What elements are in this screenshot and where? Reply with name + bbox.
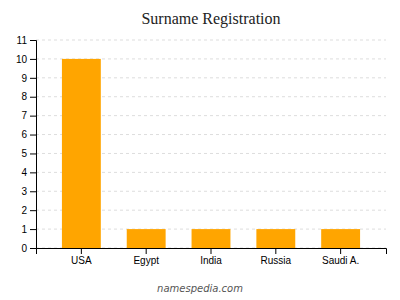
tick-label: Russia bbox=[261, 255, 292, 266]
tick: 6 bbox=[21, 129, 36, 140]
tick-label: 7 bbox=[21, 110, 27, 121]
tick-label: Egypt bbox=[133, 255, 159, 266]
tick: India bbox=[200, 248, 222, 266]
chart: 0 1 2 3 4 5 6 7 8 9 10 11 USA Egypt India Russia Saudi A… bbox=[0, 0, 400, 300]
tick-label: Saudi A. bbox=[322, 255, 359, 266]
tick-label: 6 bbox=[21, 129, 27, 140]
tick-label: 3 bbox=[21, 186, 27, 197]
tick-mark bbox=[30, 40, 36, 41]
bar bbox=[192, 229, 231, 248]
tick-mark bbox=[30, 172, 36, 173]
tick-label: 9 bbox=[21, 73, 27, 84]
grid-line bbox=[36, 40, 386, 41]
tick-label: 11 bbox=[17, 35, 28, 46]
tick: 11 bbox=[17, 35, 36, 46]
tick-label: 1 bbox=[21, 224, 27, 235]
tick-mark bbox=[30, 248, 36, 249]
bar bbox=[256, 229, 295, 248]
tick-mark bbox=[146, 248, 147, 254]
tick: 10 bbox=[16, 54, 36, 65]
tick-label: 0 bbox=[21, 243, 27, 254]
bar bbox=[62, 59, 101, 248]
axis-line bbox=[37, 249, 387, 255]
tick-label: India bbox=[200, 255, 222, 266]
bars bbox=[62, 59, 360, 248]
y-axis: 0 1 2 3 4 5 6 7 8 9 10 11 bbox=[16, 35, 37, 254]
tick-label: 4 bbox=[21, 167, 27, 178]
tick-label: 8 bbox=[21, 91, 27, 102]
tick-mark bbox=[30, 116, 36, 117]
tick-mark bbox=[81, 248, 82, 254]
tick: Russia bbox=[261, 248, 292, 266]
bar bbox=[127, 229, 166, 248]
tick: 0 bbox=[21, 243, 36, 254]
tick: 4 bbox=[21, 167, 36, 178]
tick-mark bbox=[340, 248, 341, 254]
tick: 2 bbox=[21, 205, 36, 216]
tick-mark bbox=[30, 59, 36, 60]
title: Surname Registration bbox=[141, 10, 280, 28]
tick: USA bbox=[71, 248, 92, 266]
tick-mark bbox=[30, 135, 36, 136]
x-axis: USA Egypt India Russia Saudi A. bbox=[37, 248, 387, 266]
tick-mark bbox=[30, 229, 36, 230]
grid bbox=[36, 40, 386, 248]
annotation: namespedia.com bbox=[157, 283, 243, 294]
tick-label: 2 bbox=[21, 205, 27, 216]
tick-mark bbox=[30, 153, 36, 154]
tick: 1 bbox=[21, 224, 36, 235]
tick-mark bbox=[211, 248, 212, 254]
tick-mark bbox=[275, 248, 276, 254]
tick: 8 bbox=[21, 91, 36, 102]
tick-label: 5 bbox=[21, 148, 27, 159]
tick-mark bbox=[30, 210, 36, 211]
tick: 3 bbox=[21, 186, 36, 197]
tick-label: USA bbox=[71, 255, 92, 266]
tick: Egypt bbox=[133, 248, 159, 266]
tick-mark bbox=[30, 78, 36, 79]
tick: 7 bbox=[21, 110, 36, 121]
plot: 0 1 2 3 4 5 6 7 8 9 10 11 USA Egypt India Russia Saudi A… bbox=[16, 35, 387, 266]
bar bbox=[321, 229, 360, 248]
tick: Saudi A. bbox=[322, 248, 359, 266]
axis-line bbox=[30, 41, 37, 249]
tick: 9 bbox=[21, 73, 36, 84]
tick-mark bbox=[30, 97, 36, 98]
tick-label: 10 bbox=[16, 54, 28, 65]
tick: 5 bbox=[21, 148, 36, 159]
tick-mark bbox=[30, 191, 36, 192]
